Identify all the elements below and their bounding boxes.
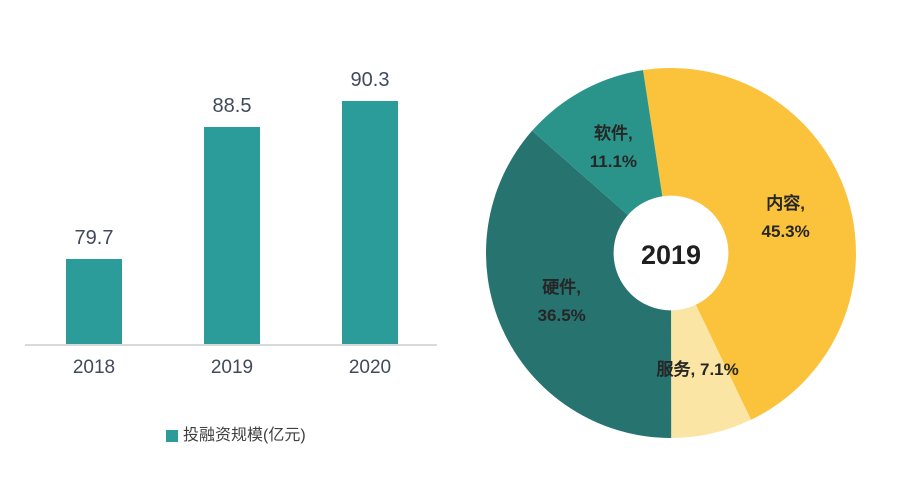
bar-2018 [66,259,122,345]
x-axis-tick-2019: 2019 [210,357,254,378]
pie-slice-label-content: 内容, 45.3% [761,193,810,241]
bar-2020 [342,101,398,345]
x-axis-tick-2018: 2018 [72,357,116,378]
bar-value-label-2018: 79.7 [74,227,114,249]
x-axis-tick-2020: 2020 [348,357,392,378]
donut-chart-svg [485,68,856,439]
x-axis-line [25,344,437,346]
bar-chart-panel: 79.7 2018 88.5 2019 90.3 2020 投融资规模(亿元) [25,69,437,445]
bar-value-label-2020: 90.3 [350,69,390,91]
pie-center-year-label: 2019 [640,240,702,270]
pie-slice-label-hardware: 硬件, 36.5% [537,278,586,326]
pie-slice-label-software: 软件, 11.1% [589,123,638,171]
pie-slice-software [532,70,671,253]
legend-label: 投融资规模(亿元) [183,427,306,444]
pie-slice-content [643,68,856,420]
bar-2019 [204,127,260,345]
pie-slice-hardware [485,130,672,439]
pie-slice-label-service: 服务, 7.1% [656,359,739,379]
donut-chart-panel: 内容, 45.3% 服务, 7.1% 硬件, 36.5% 软件, 11.1% 2019 [450,0,900,500]
donut-hole [613,195,729,311]
bar-value-label-2019: 88.5 [212,95,252,117]
bar-chart-legend: 投融资规模(亿元) [166,427,306,445]
legend-swatch-icon [166,430,178,442]
